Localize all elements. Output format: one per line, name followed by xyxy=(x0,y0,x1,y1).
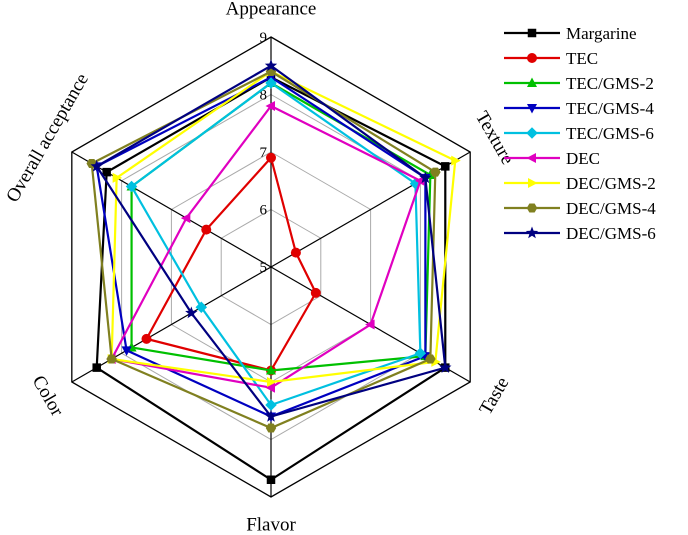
data-point-marker xyxy=(414,175,425,186)
legend-item: TEC/GMS-6 xyxy=(504,124,654,143)
data-point-marker xyxy=(141,333,152,344)
data-point-marker xyxy=(90,159,103,172)
axis-label: Taste xyxy=(475,374,513,419)
data-point-marker xyxy=(264,59,278,72)
legend-item: Margarine xyxy=(504,24,637,43)
tick-label: 6 xyxy=(260,203,268,219)
legend-item: DEC/GMS-4 xyxy=(504,199,656,218)
data-point-marker xyxy=(527,77,537,87)
axis-spoke xyxy=(71,266,272,383)
data-point-marker xyxy=(430,167,441,177)
legend-item: TEC/GMS-4 xyxy=(504,99,654,118)
data-point-marker xyxy=(266,475,276,484)
data-point-marker xyxy=(106,354,117,364)
data-point-marker xyxy=(310,287,321,298)
data-point-marker xyxy=(527,53,537,63)
data-point-marker xyxy=(414,347,427,359)
axis-label: Flavor xyxy=(246,515,296,535)
data-point-marker xyxy=(528,178,538,188)
data-point-marker xyxy=(441,162,450,171)
data-point-marker xyxy=(451,155,461,166)
axis-label: Appearance xyxy=(226,0,317,20)
data-point-marker xyxy=(290,247,301,258)
tick-label: 8 xyxy=(260,88,268,104)
axis-label: Texture xyxy=(471,108,518,169)
data-point-marker xyxy=(419,171,432,184)
data-point-marker xyxy=(185,306,198,319)
series-dec-gms-2 xyxy=(107,66,461,387)
data-point-marker xyxy=(526,203,538,213)
axis-label: Overall acceptance xyxy=(2,70,93,206)
data-point-marker xyxy=(266,152,276,163)
tick-label: 9 xyxy=(260,30,268,46)
data-point-marker xyxy=(527,104,537,114)
legend-label: DEC/GMS-4 xyxy=(566,199,656,218)
data-point-marker xyxy=(265,399,277,411)
legend-label: DEC xyxy=(566,149,600,168)
series-tec-gms-6 xyxy=(125,77,427,411)
legend-label: TEC/GMS-2 xyxy=(566,74,654,93)
legend-label: TEC/GMS-6 xyxy=(566,124,654,143)
data-point-marker xyxy=(266,365,276,375)
data-point-marker xyxy=(201,224,212,235)
data-point-marker xyxy=(265,423,277,433)
data-point-marker xyxy=(525,226,539,239)
radial-tick-labels: 5 6 7 8 9 xyxy=(260,30,268,276)
series-dec-gms-4 xyxy=(86,66,441,433)
legend-label: TEC/GMS-4 xyxy=(566,99,654,118)
data-point-marker xyxy=(102,167,111,177)
data-point-marker xyxy=(267,377,277,387)
legend-item: DEC xyxy=(504,149,600,168)
tick-label: 7 xyxy=(260,145,268,161)
data-point-marker xyxy=(180,213,191,224)
legend: Margarine TEC TEC/GMS-2 TEC/GMS-4 TEC/GMS-6 D… xyxy=(504,24,656,243)
data-point-marker xyxy=(195,301,208,313)
series-tec xyxy=(141,152,321,376)
legend-label: DEC/GMS-6 xyxy=(566,224,656,243)
data-point-marker xyxy=(125,180,138,193)
axis-label: Color xyxy=(28,372,68,421)
legend-label: Margarine xyxy=(566,24,637,43)
data-point-marker xyxy=(264,410,278,422)
data-point-marker xyxy=(527,28,537,38)
legend-item: TEC/GMS-2 xyxy=(504,74,654,93)
legend-item: DEC/GMS-6 xyxy=(504,224,656,243)
tick-label: 5 xyxy=(260,260,268,276)
legend-item: DEC/GMS-2 xyxy=(504,174,656,193)
legend-label: DEC/GMS-2 xyxy=(566,174,656,193)
data-point-marker xyxy=(265,77,277,89)
data-point-marker xyxy=(425,354,436,364)
data-point-marker xyxy=(265,101,275,111)
data-point-marker xyxy=(92,363,101,372)
data-point-marker xyxy=(526,153,536,163)
legend-label: TEC xyxy=(566,49,598,68)
data-point-marker xyxy=(112,172,123,183)
series-layer xyxy=(86,59,461,484)
series-dec-gms-6 xyxy=(90,59,452,422)
data-point-marker xyxy=(265,382,275,393)
legend-item: TEC xyxy=(504,49,598,68)
data-point-marker xyxy=(439,361,452,373)
data-point-marker xyxy=(121,346,132,356)
data-point-marker xyxy=(365,319,375,330)
data-point-marker xyxy=(526,127,538,139)
